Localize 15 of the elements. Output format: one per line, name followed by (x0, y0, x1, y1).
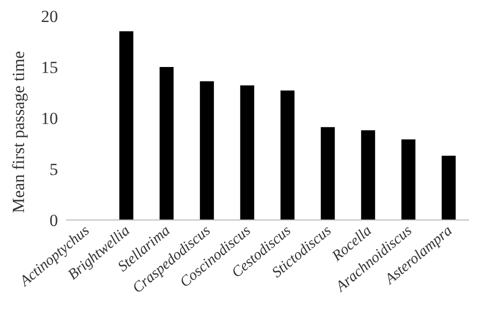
y-tick-label: 5 (50, 160, 58, 180)
bar (240, 85, 254, 220)
bar (401, 139, 416, 220)
y-tick-label: 20 (41, 7, 58, 26)
bar (119, 31, 134, 220)
bar (361, 130, 376, 220)
bar (320, 127, 335, 220)
bar (160, 67, 174, 220)
y-tick-label: 15 (41, 58, 58, 78)
y-axis-title: Mean first passage time (9, 51, 28, 213)
y-tick-label: 10 (41, 109, 58, 128)
bar (442, 156, 456, 220)
y-tick-label: 0 (50, 211, 58, 230)
bar (200, 81, 214, 220)
bar (280, 90, 294, 220)
